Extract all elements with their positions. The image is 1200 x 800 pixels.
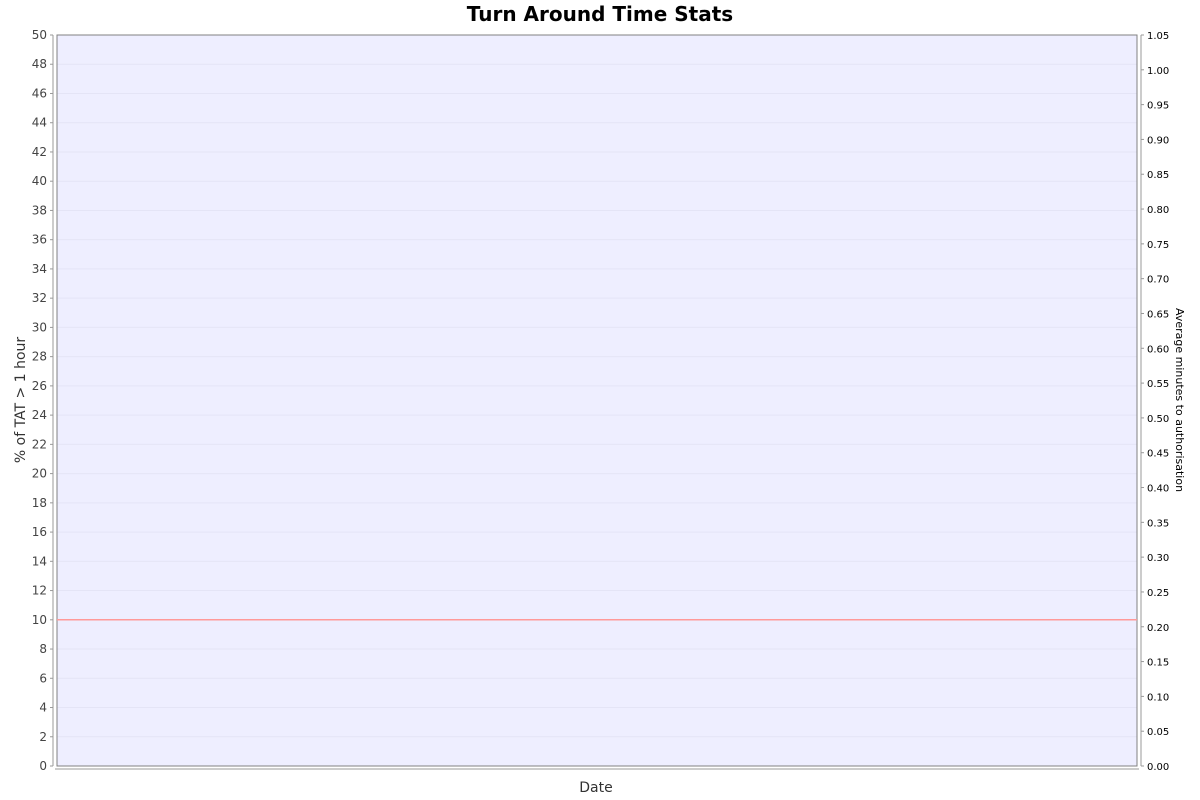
y2-tick-label: 0.65: [1147, 309, 1169, 320]
y-tick-label: 50: [32, 28, 47, 42]
y-tick-label: 6: [39, 671, 47, 685]
y2-tick-label: 0.90: [1147, 135, 1169, 146]
y-tick-label: 22: [32, 437, 47, 451]
y2-axis-label: Average minutes to authorisation: [1173, 308, 1186, 492]
y2-tick-label: 0.05: [1147, 727, 1169, 738]
y-tick-label: 48: [32, 57, 47, 71]
y-tick-label: 2: [39, 730, 47, 744]
plot-border: [56, 34, 1138, 767]
y2-tick-label: 1.00: [1147, 66, 1169, 77]
y-axis-label: % of TAT > 1 hour: [13, 337, 29, 464]
plot-area: [57, 35, 1137, 766]
y2-tick-label: 0.40: [1147, 484, 1169, 495]
y-tick-label: 8: [39, 642, 47, 656]
y2-tick-label: 1.05: [1147, 31, 1169, 42]
y-tick-label: 32: [32, 291, 47, 305]
y-tick-label: 0: [39, 759, 47, 773]
y2-tick-label: 0.35: [1147, 518, 1169, 529]
x-axis-label: Date: [579, 780, 612, 796]
y2-tick-label: 0.20: [1147, 623, 1169, 634]
y-tick-label: 46: [32, 86, 47, 100]
y-tick-label: 14: [32, 554, 47, 568]
y-tick-label: 18: [32, 496, 47, 510]
y2-tick-label: 0.85: [1147, 170, 1169, 181]
y-tick-label: 30: [32, 320, 47, 334]
y-tick-label: 26: [32, 379, 47, 393]
y-tick-label: 42: [32, 145, 47, 159]
y-tick-label: 20: [32, 467, 47, 481]
y2-tick-label: 0.60: [1147, 344, 1169, 355]
y2-tick-label: 0.70: [1147, 275, 1169, 286]
y-tick-label: 36: [32, 233, 47, 247]
y2-tick-label: 0.75: [1147, 240, 1169, 251]
y-tick-label: 38: [32, 203, 47, 217]
chart-title: Turn Around Time Stats: [467, 2, 733, 26]
y2-tick-label: 0.45: [1147, 449, 1169, 460]
y2-axis-ticks: 0.00 0.05 0.10 0.15 0.20 0.25 0.30 0.35 0.40 0.45…: [1141, 31, 1169, 773]
y2-tick-label: 0.15: [1147, 658, 1169, 669]
y2-tick-label: 0.55: [1147, 379, 1169, 390]
y-axis-ticks: 0246810121416182022242628303234363840424…: [32, 28, 53, 773]
y2-tick-label: 0.25: [1147, 588, 1169, 599]
y2-tick-label: 0.50: [1147, 414, 1169, 425]
y2-tick-label: 0.80: [1147, 205, 1169, 216]
y-tick-label: 24: [32, 408, 47, 422]
y-tick-label: 44: [32, 116, 47, 130]
y-tick-label: 34: [32, 262, 47, 276]
y-tick-label: 16: [32, 525, 47, 539]
y-tick-label: 12: [32, 584, 47, 598]
y2-tick-label: 0.00: [1147, 762, 1169, 773]
y-tick-label: 4: [39, 701, 47, 715]
y2-tick-label: 0.95: [1147, 101, 1169, 112]
y-tick-label: 40: [32, 174, 47, 188]
y-tick-label: 10: [32, 613, 47, 627]
y2-tick-label: 0.10: [1147, 692, 1169, 703]
y-tick-label: 28: [32, 350, 47, 364]
y2-tick-label: 0.30: [1147, 553, 1169, 564]
